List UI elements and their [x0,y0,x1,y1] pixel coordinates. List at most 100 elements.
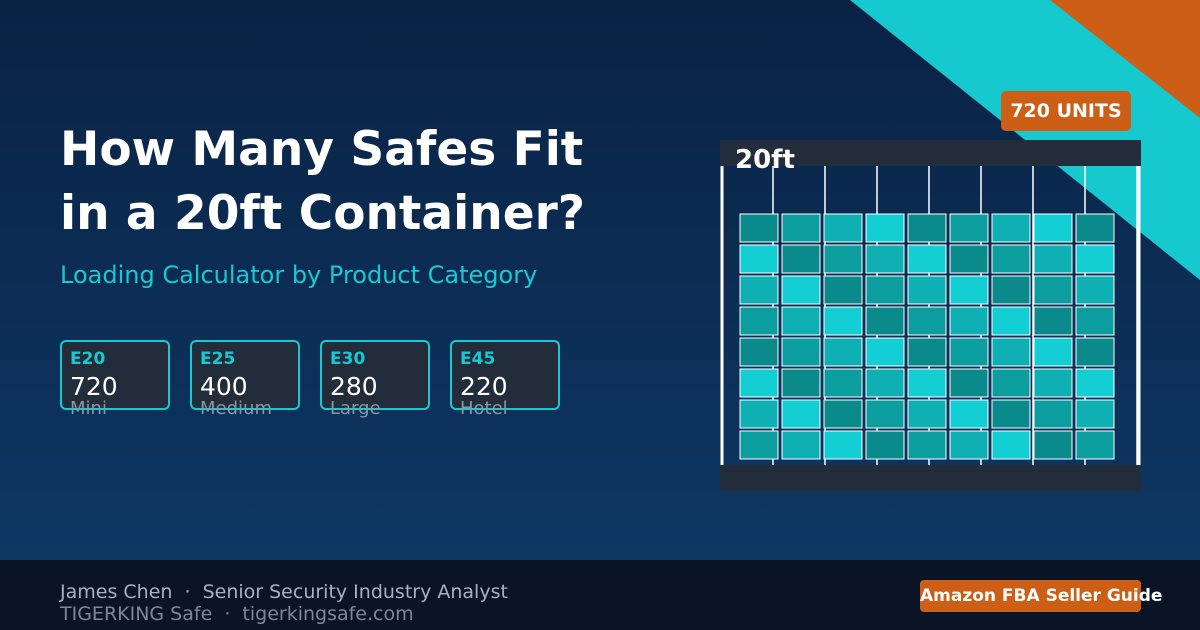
safe-box [1075,306,1115,336]
model-card-e20: E20 720 Mini [60,340,170,419]
safe-box [949,368,989,398]
safe-box [1033,275,1073,305]
safe-box [739,337,779,367]
safe-box [823,430,863,460]
safe-box [781,213,821,243]
page-title: How Many Safes Fit in a 20ft Container? [60,118,680,246]
model-count: 280 [330,372,378,401]
model-label: Large [330,398,381,419]
website-link[interactable]: tigerkingsafe.com [242,603,414,625]
safe-box [907,337,947,367]
safe-box [739,368,779,398]
safe-box [823,213,863,243]
safe-box [739,244,779,274]
safe-box [991,213,1031,243]
safe-box [739,275,779,305]
safe-box [823,244,863,274]
container-size-label: 20ft [735,145,795,175]
safe-box [1075,244,1115,274]
units-badge: 720 UNITS [1001,91,1131,131]
safe-box [949,306,989,336]
safe-box [1033,306,1073,336]
safe-box [823,368,863,398]
model-code: E20 [70,349,106,369]
model-count: 400 [200,372,248,401]
model-label: Mini [70,398,107,419]
safe-box [865,337,905,367]
safe-box [991,275,1031,305]
safe-box [865,430,905,460]
model-count: 220 [460,372,508,401]
safe-box [949,430,989,460]
safe-box [907,399,947,429]
safe-box [949,275,989,305]
safe-box [907,275,947,305]
safe-box [907,244,947,274]
safe-box [739,399,779,429]
safe-box [949,213,989,243]
safe-box [949,244,989,274]
safe-box [865,399,905,429]
safe-box [907,430,947,460]
safe-box [949,399,989,429]
safe-box [1033,368,1073,398]
model-label: Hotel [460,398,508,419]
model-label: Medium [200,398,272,419]
safe-box [739,306,779,336]
safe-box [1033,213,1073,243]
safe-box [907,213,947,243]
model-code: E45 [460,349,496,369]
container-bottom-bar [720,465,1141,491]
safe-box [1075,275,1115,305]
safe-box [865,306,905,336]
author-name: James Chen [60,581,173,603]
safe-box [781,430,821,460]
safe-box [1033,430,1073,460]
safe-box [991,430,1031,460]
brand-name: TIGERKING Safe [60,603,213,625]
safe-box [865,368,905,398]
safe-box [823,337,863,367]
safe-box [739,430,779,460]
safe-box [865,244,905,274]
safe-box [991,337,1031,367]
author-line: James Chen · Senior Security Industry An… [60,581,508,603]
safe-box [739,213,779,243]
footer: James Chen · Senior Security Industry An… [0,560,1200,630]
safe-box [823,275,863,305]
separator: · [184,581,191,603]
separator: · [224,603,231,625]
safe-box [1075,368,1115,398]
safe-box [781,399,821,429]
safe-box [823,306,863,336]
title-line-2: in a 20ft Container? [60,186,586,241]
safe-box [907,306,947,336]
safe-box [781,275,821,305]
model-count: 720 [70,372,118,401]
safe-box [991,306,1031,336]
safe-box [907,368,947,398]
safe-box [865,213,905,243]
safe-box [823,399,863,429]
safe-box [781,337,821,367]
title-line-1: How Many Safes Fit [60,122,584,177]
safe-box [1033,399,1073,429]
safe-box [781,368,821,398]
safe-box [865,275,905,305]
safe-box [991,368,1031,398]
safe-box [1075,337,1115,367]
safe-box [991,399,1031,429]
safe-box [1033,244,1073,274]
safe-box [781,244,821,274]
safe-box [1075,430,1115,460]
safe-box [781,306,821,336]
guide-badge: Amazon FBA Seller Guide [920,580,1162,612]
model-code: E30 [330,349,366,369]
container-top-bar [720,140,1141,166]
safe-box [1075,213,1115,243]
safe-box [991,244,1031,274]
safe-box [949,337,989,367]
model-code: E25 [200,349,236,369]
safe-box [1033,337,1073,367]
